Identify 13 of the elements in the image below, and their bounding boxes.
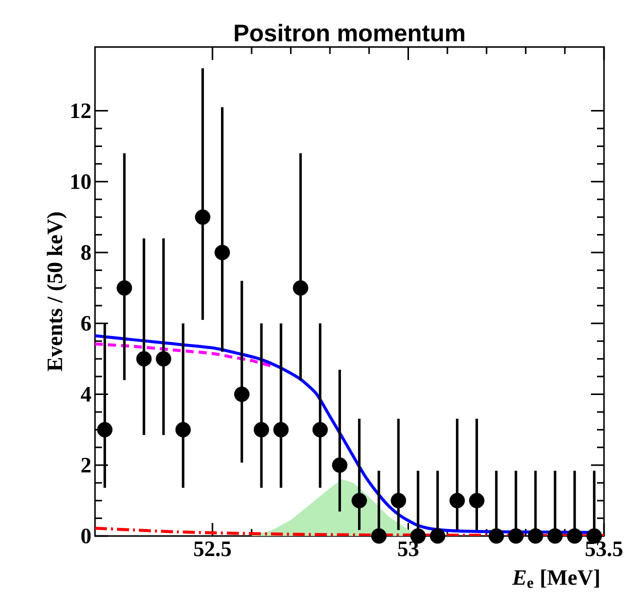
y-axis-title: Events / (50 keV) — [46, 212, 67, 372]
y-tick-label: 8 — [81, 245, 91, 260]
chart-title: Positron momentum — [234, 24, 464, 42]
y-tick-label: 2 — [81, 458, 91, 472]
x-tick-label: 53 — [398, 542, 418, 556]
x-axis-title: E$_{e}$ [MeV] — [512, 570, 599, 588]
y-tick-label: 12 — [71, 104, 91, 118]
y-tick-label: 4 — [80, 387, 92, 402]
y-tick-label: 0 — [81, 528, 91, 544]
y-tick-label: 10 — [71, 174, 91, 190]
x-tick-label: 52.5 — [194, 542, 231, 556]
x-tick-label: 53.5 — [586, 542, 622, 556]
y-tick-label: 6 — [81, 316, 91, 331]
